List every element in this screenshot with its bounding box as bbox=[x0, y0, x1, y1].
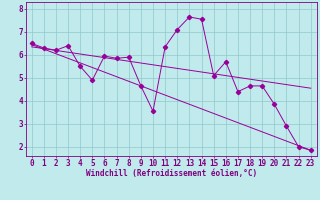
X-axis label: Windchill (Refroidissement éolien,°C): Windchill (Refroidissement éolien,°C) bbox=[86, 169, 257, 178]
